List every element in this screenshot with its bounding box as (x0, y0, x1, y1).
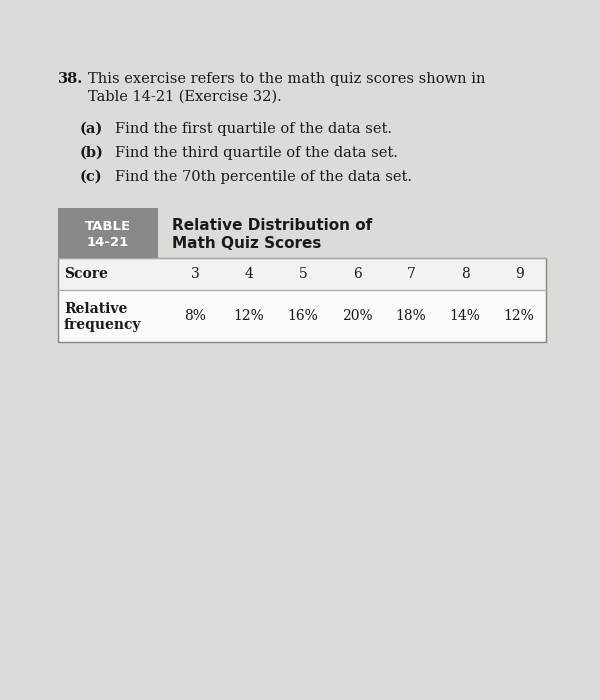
Text: 14-21: 14-21 (87, 236, 129, 249)
Text: 5: 5 (299, 267, 307, 281)
Text: (a): (a) (80, 122, 103, 136)
Text: TABLE: TABLE (85, 220, 131, 233)
Text: 38.: 38. (58, 72, 83, 86)
Text: 12%: 12% (233, 309, 265, 323)
Text: Math Quiz Scores: Math Quiz Scores (172, 236, 322, 251)
Text: Score: Score (64, 267, 108, 281)
Text: (b): (b) (80, 146, 104, 160)
Text: 7: 7 (407, 267, 415, 281)
Text: Find the 70th percentile of the data set.: Find the 70th percentile of the data set… (115, 170, 412, 184)
Text: Find the first quartile of the data set.: Find the first quartile of the data set. (115, 122, 392, 136)
Text: 16%: 16% (287, 309, 319, 323)
Text: Table 14-21 (Exercise 32).: Table 14-21 (Exercise 32). (88, 90, 282, 104)
FancyBboxPatch shape (58, 258, 546, 290)
Text: 12%: 12% (503, 309, 535, 323)
Text: 4: 4 (245, 267, 253, 281)
Text: 14%: 14% (449, 309, 481, 323)
FancyBboxPatch shape (58, 208, 158, 258)
Text: Relative Distribution of: Relative Distribution of (172, 218, 372, 233)
Text: frequency: frequency (64, 318, 142, 332)
Text: 9: 9 (515, 267, 523, 281)
Text: Find the third quartile of the data set.: Find the third quartile of the data set. (115, 146, 398, 160)
Text: This exercise refers to the math quiz scores shown in: This exercise refers to the math quiz sc… (88, 72, 485, 86)
Text: 8%: 8% (184, 309, 206, 323)
Text: Relative: Relative (64, 302, 127, 316)
FancyBboxPatch shape (58, 290, 546, 342)
Text: 18%: 18% (395, 309, 427, 323)
Text: 3: 3 (191, 267, 199, 281)
Text: 20%: 20% (341, 309, 373, 323)
Text: 6: 6 (353, 267, 361, 281)
Text: (c): (c) (80, 170, 103, 184)
Text: 8: 8 (461, 267, 469, 281)
